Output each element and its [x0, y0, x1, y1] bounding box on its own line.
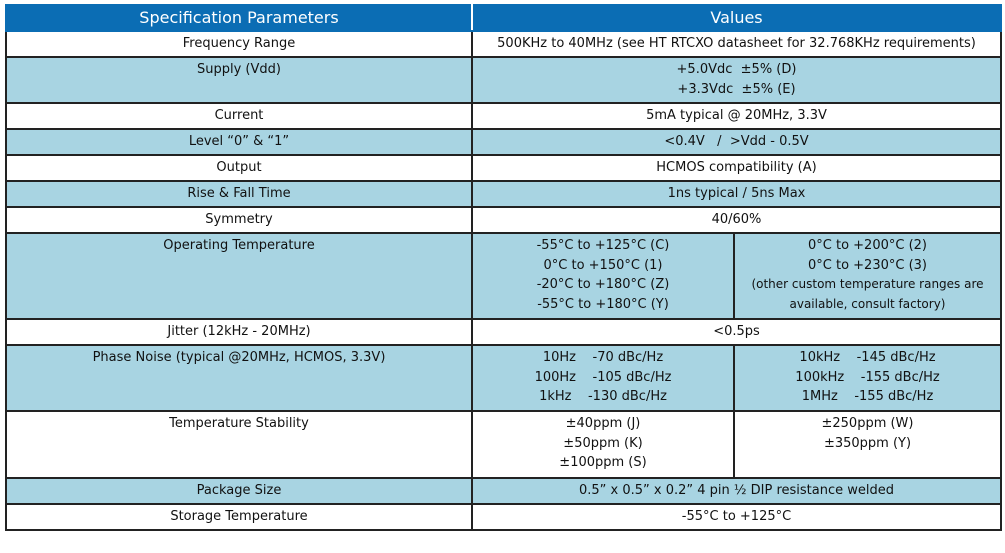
row-value: 1ns typical / 5ns Max	[471, 180, 1002, 208]
row-value-left: ±40ppm (J) ±50ppm (K) ±100ppm (S)	[471, 410, 735, 479]
table-row: Supply (Vdd) +5.0Vdc ±5% (D) +3.3Vdc ±5%…	[5, 56, 1002, 104]
row-value: -55°C to +125°C	[471, 503, 1002, 531]
table-row: Storage Temperature -55°C to +125°C	[5, 503, 1002, 531]
table-row: Phase Noise (typical @20MHz, HCMOS, 3.3V…	[5, 344, 1002, 412]
table-row: Operating Temperature -55°C to +125°C (C…	[5, 232, 1002, 320]
header-param: Specification Parameters	[5, 4, 473, 32]
table-row: Current 5mA typical @ 20MHz, 3.3V	[5, 102, 1002, 130]
row-label: Output	[5, 154, 473, 182]
row-value: 5mA typical @ 20MHz, 3.3V	[471, 102, 1002, 130]
row-label: Package Size	[5, 477, 473, 505]
row-label: Frequency Range	[5, 30, 473, 58]
table-row: Rise & Fall Time 1ns typical / 5ns Max	[5, 180, 1002, 208]
row-value-right: 0°C to +200°C (2) 0°C to +230°C (3) (othe…	[733, 232, 1002, 320]
table-row: Frequency Range 500KHz to 40MHz (see HT …	[5, 30, 1002, 58]
row-value: 40/60%	[471, 206, 1002, 234]
row-value: HCMOS compatibility (A)	[471, 154, 1002, 182]
row-label: Rise & Fall Time	[5, 180, 473, 208]
table-row: Temperature Stability ±40ppm (J) ±50ppm …	[5, 410, 1002, 479]
row-value: <0.4V / >Vdd - 0.5V	[471, 128, 1002, 156]
table-row: Level “0” & “1” <0.4V / >Vdd - 0.5V	[5, 128, 1002, 156]
table-row: Output HCMOS compatibility (A)	[5, 154, 1002, 182]
row-value: +5.0Vdc ±5% (D) +3.3Vdc ±5% (E)	[471, 56, 1002, 104]
row-label: Jitter (12kHz - 20MHz)	[5, 318, 473, 346]
row-value-left: -55°C to +125°C (C) 0°C to +150°C (1) -2…	[471, 232, 735, 320]
row-label: Symmetry	[5, 206, 473, 234]
table-row: Symmetry 40/60%	[5, 206, 1002, 234]
row-value: <0.5ps	[471, 318, 1002, 346]
row-label: Phase Noise (typical @20MHz, HCMOS, 3.3V…	[5, 344, 473, 412]
note-text: (other custom temperature ranges are ava…	[751, 277, 984, 311]
specification-table: Specification Parameters Values Frequenc…	[5, 4, 1002, 531]
row-label: Current	[5, 102, 473, 130]
row-label: Level “0” & “1”	[5, 128, 473, 156]
table-row: Jitter (12kHz - 20MHz) <0.5ps	[5, 318, 1002, 346]
row-value-left: 10Hz -70 dBc/Hz 100Hz -105 dBc/Hz 1kHz -…	[471, 344, 735, 412]
row-value: 500KHz to 40MHz (see HT RTCXO datasheet …	[471, 30, 1002, 58]
header-row: Specification Parameters Values	[5, 4, 1002, 32]
row-value-right: 10kHz -145 dBc/Hz 100kHz -155 dBc/Hz 1MH…	[733, 344, 1002, 412]
row-label: Supply (Vdd)	[5, 56, 473, 104]
row-label: Temperature Stability	[5, 410, 473, 479]
row-value-right: ±250ppm (W) ±350ppm (Y)	[733, 410, 1002, 479]
row-value: 0.5” x 0.5” x 0.2” 4 pin ½ DIP resistanc…	[471, 477, 1002, 505]
row-label: Storage Temperature	[5, 503, 473, 531]
value-text: 0°C to +200°C (2) 0°C to +230°C (3)	[808, 238, 927, 273]
header-values: Values	[471, 4, 1002, 32]
table-row: Package Size 0.5” x 0.5” x 0.2” 4 pin ½ …	[5, 477, 1002, 505]
row-label: Operating Temperature	[5, 232, 473, 320]
